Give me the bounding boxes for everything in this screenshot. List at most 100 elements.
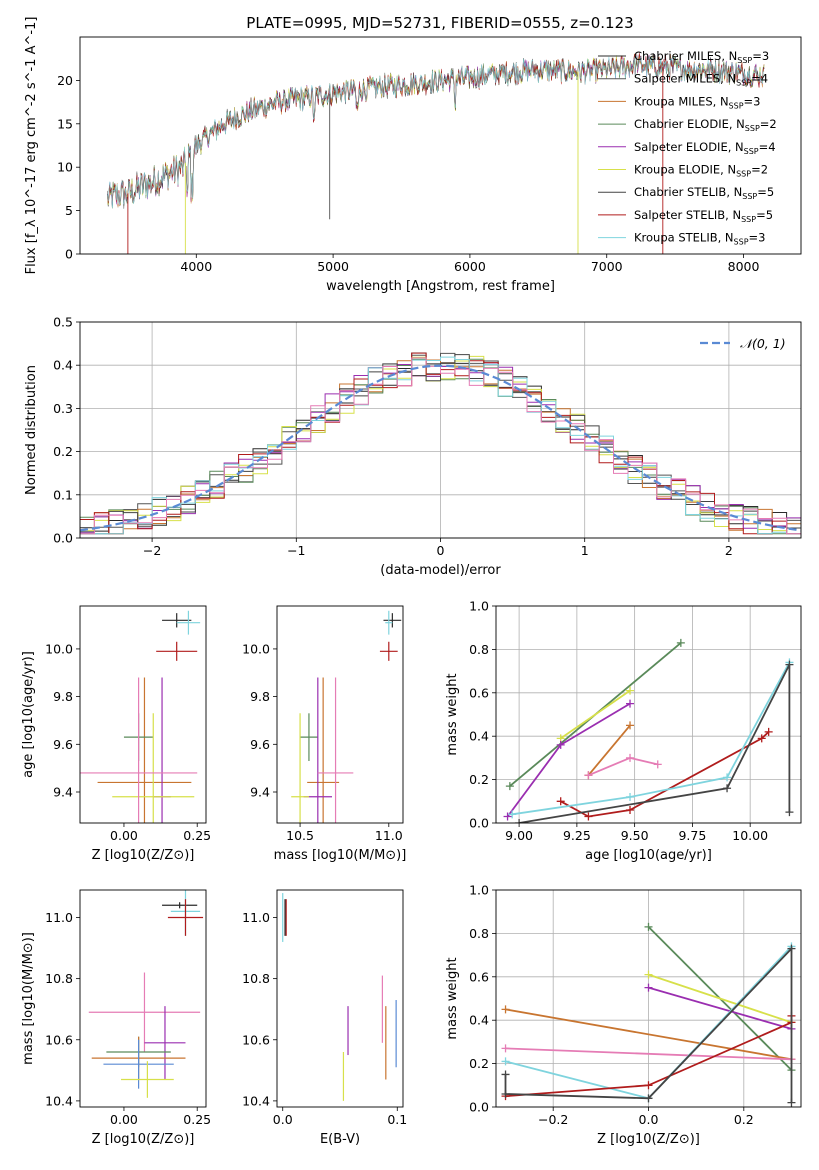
legend: Chabrier MILES, NSSP=3 Salpeter MILES, NS… <box>598 49 777 247</box>
mass-vs-metallicity-panel: 0.00 0.25 10.4 10.6 10.8 11.0 Z [log10(Z/Z⊙)] m… <box>21 889 211 1147</box>
y-tick-label: 11.0 <box>45 910 73 925</box>
weight-point-marker <box>626 753 635 762</box>
y-tick-label: 15 <box>57 116 73 131</box>
data-point <box>97 677 192 823</box>
x-tick-label: −2 <box>143 543 161 558</box>
y-axis-label: age [log10(age/yr)] <box>21 651 36 778</box>
x-tick-label: 0.0 <box>639 1112 659 1127</box>
data-point <box>103 1039 174 1089</box>
legend-label: 𝒩(0, 1) <box>740 336 786 351</box>
x-tick-label: 8000 <box>728 259 760 274</box>
weight-point-marker <box>785 808 794 817</box>
weight-point-marker <box>644 1094 653 1103</box>
y-axis-label: Normed distribution <box>24 365 39 495</box>
x-tick-label: 2 <box>725 543 733 558</box>
weight-point-marker <box>508 810 517 819</box>
age-vs-mass-panel: 10.5 11.0 9.4 9.6 9.8 10.0 mass [log10(M/M⊙)] <box>242 605 407 863</box>
figure-title: PLATE=0995, MJD=52731, FIBERID=0555, z=0… <box>246 14 633 32</box>
weight-point-marker <box>501 1089 510 1098</box>
y-tick-label: 10 <box>57 160 73 175</box>
y-tick-label: 0.6 <box>469 685 489 700</box>
y-tick-label: 9.6 <box>250 737 270 752</box>
weight-point-marker <box>501 1057 510 1066</box>
weight-point-marker <box>676 638 685 647</box>
weight-point-marker <box>584 771 593 780</box>
weight-point-marker <box>626 721 635 730</box>
x-tick-label: 0.25 <box>183 1112 211 1127</box>
weight-series-line <box>560 689 631 740</box>
x-axis-label: mass [log10(M/M⊙)] <box>274 848 407 863</box>
weight-point-marker <box>644 983 653 992</box>
mass-vs-extinction-panel: 0.0 0.1 10.4 10.6 10.8 11.0 E(B-V) <box>242 889 407 1147</box>
data-point <box>385 610 393 635</box>
legend-label: Salpeter MILES, NSSP=4 <box>634 72 768 88</box>
legend-label: Kroupa MILES, NSSP=3 <box>634 94 760 110</box>
x-tick-label: 9.00 <box>505 828 533 843</box>
y-tick-label: 0.3 <box>53 401 73 416</box>
weight-series-line <box>505 1047 792 1061</box>
y-tick-label: 10.8 <box>242 971 270 986</box>
weight-point-marker <box>501 1005 510 1014</box>
data-point <box>162 902 198 909</box>
legend-label: Kroupa ELODIE, NSSP=2 <box>634 163 768 179</box>
weight-series-line <box>588 756 658 777</box>
y-tick-label: 9.4 <box>250 785 270 800</box>
error-bars <box>88 890 204 1098</box>
data-point <box>167 899 204 936</box>
y-tick-label: 10.4 <box>242 1093 270 1108</box>
weight-point-marker <box>723 784 732 793</box>
y-tick-label: 9.6 <box>53 737 73 752</box>
data-point <box>162 613 192 628</box>
legend-label: Kroupa STELIB, NSSP=3 <box>634 231 765 247</box>
x-axis-label: age [log10(age/yr)] <box>585 848 712 863</box>
data-point <box>291 713 309 823</box>
error-bars <box>80 610 201 823</box>
y-tick-label: 11.0 <box>242 910 270 925</box>
y-tick-label: 10.0 <box>242 641 270 656</box>
x-tick-label: 6000 <box>454 259 486 274</box>
axes-frame <box>79 321 802 539</box>
data-point <box>317 677 354 823</box>
x-axis-label: Z [log10(Z/Z⊙)] <box>92 848 195 863</box>
y-tick-label: 0.4 <box>53 358 73 373</box>
weight-lines <box>503 638 794 823</box>
weight-point-marker <box>626 699 635 708</box>
weight-point-marker <box>764 727 773 736</box>
data-point <box>88 972 201 1052</box>
axes-frame <box>276 605 404 824</box>
weight-point-marker <box>644 970 653 979</box>
data-point <box>383 613 402 628</box>
x-tick-label: 0.2 <box>734 1112 754 1127</box>
weight-point-marker <box>626 792 635 801</box>
weight-point-marker <box>505 782 514 791</box>
x-tick-label: 1 <box>581 543 589 558</box>
x-tick-label: 10.5 <box>286 828 314 843</box>
y-tick-label: 5 <box>65 203 73 218</box>
legend-label: Chabrier ELODIE, NSSP=2 <box>634 117 777 133</box>
weight-series-line <box>518 664 791 823</box>
y-tick-label: 0.6 <box>469 969 489 984</box>
weight-series-line <box>648 986 792 1030</box>
x-tick-label: −0.2 <box>538 1112 568 1127</box>
x-axis-label: Z [log10(Z/Z⊙)] <box>597 1132 700 1147</box>
y-tick-label: 0.8 <box>469 642 489 657</box>
weight-point-marker <box>785 660 794 669</box>
weight-point-marker <box>644 1081 653 1090</box>
y-tick-label: 10.6 <box>242 1032 270 1047</box>
data-point <box>300 713 318 761</box>
x-axis-label: E(B-V) <box>320 1132 360 1147</box>
x-tick-label: 5000 <box>317 259 349 274</box>
legend-label: Chabrier MILES, NSSP=3 <box>634 49 769 65</box>
x-tick-label: 0.00 <box>110 828 138 843</box>
x-tick-label: 0.1 <box>387 1112 407 1127</box>
weight-series-line <box>587 724 631 776</box>
weight-point-marker <box>723 773 732 782</box>
error-bars <box>282 893 397 1101</box>
spectrum-lines <box>107 52 765 254</box>
x-tick-label: 0 <box>437 543 445 558</box>
axes-frame <box>79 36 802 255</box>
histogram-series <box>80 352 801 535</box>
y-tick-label: 9.8 <box>250 689 270 704</box>
axes-frame <box>495 889 802 1108</box>
spectrum-panel: 4000 5000 6000 7000 8000 0 5 10 15 20 wavelength [… <box>24 17 802 294</box>
